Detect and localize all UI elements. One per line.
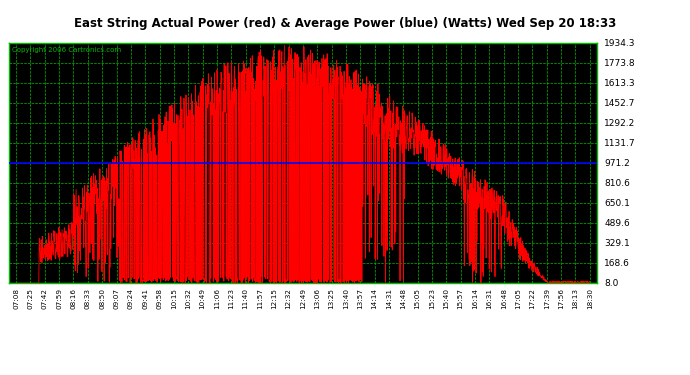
Text: 08:33: 08:33 [85, 288, 91, 309]
Text: 09:58: 09:58 [157, 288, 163, 309]
Text: 1613.3: 1613.3 [604, 79, 636, 88]
Text: 08:16: 08:16 [70, 288, 77, 309]
Text: 14:14: 14:14 [372, 288, 377, 309]
Text: 1452.7: 1452.7 [604, 99, 635, 108]
Text: East String Actual Power (red) & Average Power (blue) (Watts) Wed Sep 20 18:33: East String Actual Power (red) & Average… [74, 17, 616, 30]
Text: 18:30: 18:30 [586, 288, 593, 309]
Text: 09:41: 09:41 [142, 288, 148, 309]
Text: 12:49: 12:49 [300, 288, 306, 309]
Text: 10:15: 10:15 [171, 288, 177, 309]
Text: 13:57: 13:57 [357, 288, 363, 309]
Text: 13:06: 13:06 [314, 288, 320, 309]
Text: 15:57: 15:57 [457, 288, 464, 309]
Text: 09:07: 09:07 [114, 288, 119, 309]
Text: 650.1: 650.1 [604, 199, 630, 208]
Text: 17:56: 17:56 [558, 288, 564, 309]
Text: Copyright 2006 Cartronics.com: Copyright 2006 Cartronics.com [12, 47, 121, 53]
Text: 08:50: 08:50 [99, 288, 105, 309]
Text: 11:23: 11:23 [228, 288, 234, 309]
Text: 14:31: 14:31 [386, 288, 392, 309]
Text: 12:15: 12:15 [271, 288, 277, 309]
Text: 14:48: 14:48 [400, 288, 406, 309]
Text: 16:31: 16:31 [486, 288, 492, 309]
Text: 11:57: 11:57 [257, 288, 263, 309]
Text: 07:59: 07:59 [56, 288, 62, 309]
Text: 971.2: 971.2 [604, 159, 630, 168]
Text: 8.0: 8.0 [604, 279, 619, 288]
Text: 17:22: 17:22 [529, 288, 535, 309]
Text: 1934.3: 1934.3 [604, 39, 635, 48]
Text: 15:40: 15:40 [443, 288, 449, 309]
Text: 09:24: 09:24 [128, 288, 134, 309]
Text: 168.6: 168.6 [604, 259, 630, 268]
Text: 12:32: 12:32 [286, 288, 292, 309]
Text: 13:40: 13:40 [343, 288, 349, 309]
Text: 15:05: 15:05 [415, 288, 421, 309]
Text: 16:48: 16:48 [501, 288, 506, 309]
Text: 13:25: 13:25 [328, 288, 335, 309]
Text: 10:32: 10:32 [185, 288, 191, 309]
Text: 489.6: 489.6 [604, 219, 630, 228]
Text: 329.1: 329.1 [604, 238, 630, 248]
Text: 15:23: 15:23 [429, 288, 435, 309]
Text: 1292.2: 1292.2 [604, 118, 635, 128]
Text: 07:08: 07:08 [13, 288, 19, 309]
Text: 17:05: 17:05 [515, 288, 521, 309]
Text: 11:40: 11:40 [243, 288, 248, 309]
Text: 1773.8: 1773.8 [604, 58, 636, 68]
Text: 11:06: 11:06 [214, 288, 220, 309]
Text: 18:13: 18:13 [572, 288, 578, 309]
Text: 1131.7: 1131.7 [604, 139, 636, 148]
Text: 07:42: 07:42 [42, 288, 48, 309]
Text: 810.6: 810.6 [604, 178, 630, 188]
Text: 17:39: 17:39 [544, 288, 550, 309]
Text: 16:14: 16:14 [472, 288, 478, 309]
Text: 10:49: 10:49 [199, 288, 206, 309]
Text: 07:25: 07:25 [28, 288, 34, 309]
